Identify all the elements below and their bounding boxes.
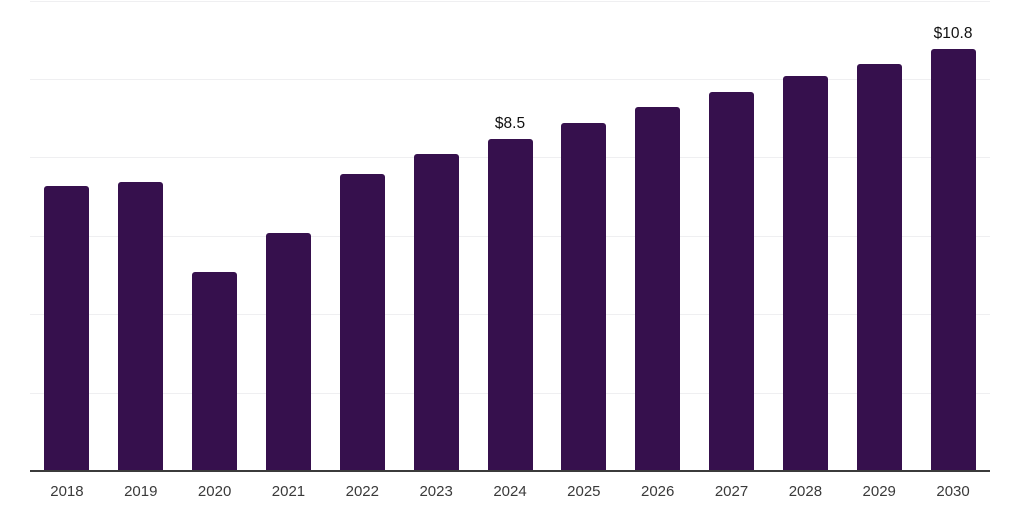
bar-2023: [413, 154, 459, 472]
bar-2024: [487, 138, 533, 472]
plot-area: $8.5 $10.8: [30, 0, 990, 472]
x-tick-2029: 2029: [862, 483, 896, 500]
x-tick-2030: 2030: [936, 483, 970, 500]
x-tick-2025: 2025: [567, 483, 601, 500]
x-tick-2028: 2028: [788, 483, 823, 500]
x-tick-2018: 2018: [50, 483, 84, 500]
bar-2025: [561, 123, 607, 472]
x-tick-2023: 2023: [419, 483, 453, 500]
bar-2028: [782, 76, 828, 472]
x-tick-2024: 2024: [493, 483, 527, 500]
x-tick-2022: 2022: [345, 483, 379, 500]
x-axis-line: [30, 470, 990, 472]
bar-2022: [339, 174, 385, 472]
x-tick-2026: 2026: [641, 483, 675, 500]
bar-2026: [635, 107, 681, 472]
bar-2029: [856, 64, 902, 472]
x-tick-2027: 2027: [714, 483, 749, 500]
bar-2021: [265, 232, 311, 472]
bar-2020: [192, 272, 238, 472]
x-tick-2020: 2020: [197, 483, 232, 500]
gridline-10: [30, 79, 990, 80]
bar-2030: [930, 48, 976, 472]
bar-2018: [44, 185, 90, 472]
x-axis-labels: 2018 2019 2020 2021 2022 2023 2024 2025 2026 2027…: [30, 482, 990, 506]
value-label-2030: $10.8: [933, 24, 973, 42]
x-tick-2019: 2019: [124, 483, 158, 500]
bar-2019: [118, 181, 164, 472]
value-label-2024: $8.5: [494, 114, 526, 132]
x-tick-2021: 2021: [271, 483, 306, 500]
bar-2027: [709, 91, 755, 472]
gridline-12: [30, 0, 990, 2]
